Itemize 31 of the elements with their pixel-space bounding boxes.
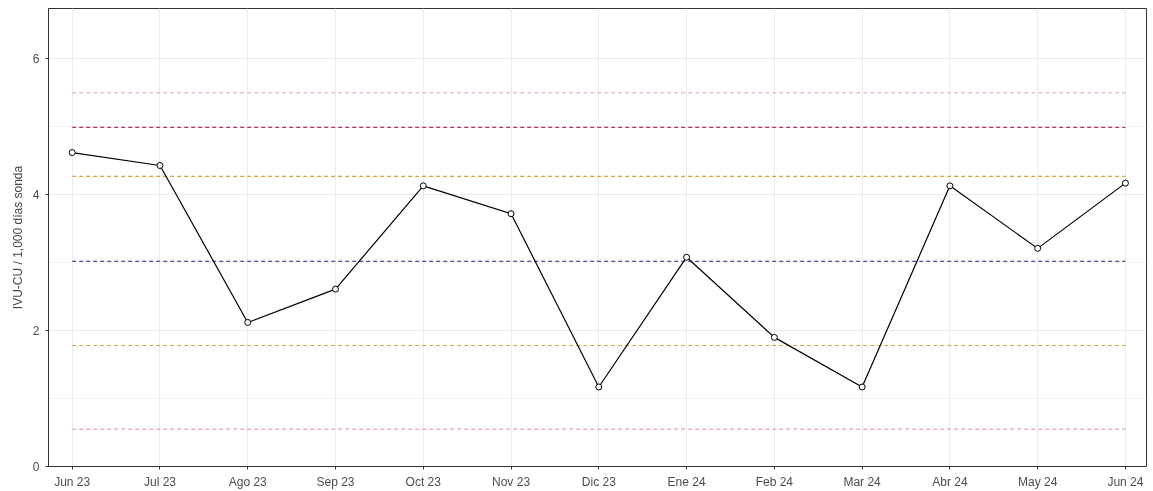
point	[858, 383, 866, 391]
point	[507, 210, 515, 218]
y-tick-label: 2	[32, 324, 40, 339]
x-tick-label: Ene 24	[667, 474, 706, 489]
x-tick-label: Mar 24	[843, 474, 882, 489]
point	[1121, 179, 1129, 187]
point	[332, 285, 340, 293]
point	[683, 253, 691, 261]
y-tick-label: 6	[32, 52, 40, 67]
point	[1034, 244, 1042, 252]
x-tick-label: Jun 23	[54, 474, 91, 489]
x-tick-label: May 24	[1017, 474, 1058, 489]
point	[68, 149, 76, 157]
y-tick-label: 4	[32, 188, 40, 203]
point	[156, 161, 164, 169]
point	[595, 383, 603, 391]
y-tick-label: 0	[32, 460, 40, 474]
point	[770, 333, 778, 341]
x-tick-label: Nov 23	[492, 474, 531, 489]
x-tick-label: Feb 24	[755, 474, 794, 489]
point	[419, 182, 427, 190]
x-tick-label: Jul 23	[143, 474, 177, 489]
x-tick-label: Dic 23	[581, 474, 617, 489]
x-tick-label: Sep 23	[316, 474, 355, 489]
point	[946, 182, 954, 190]
x-tick-label: Ago 23	[228, 474, 268, 489]
x-tick-label: Jun 24	[1107, 474, 1144, 489]
point	[244, 318, 252, 326]
y-axis-title: IVU-CU / 1,000 días sonda	[10, 165, 25, 310]
x-tick-label: Abr 24	[932, 474, 968, 489]
x-tick-label: Oct 23	[405, 474, 442, 489]
